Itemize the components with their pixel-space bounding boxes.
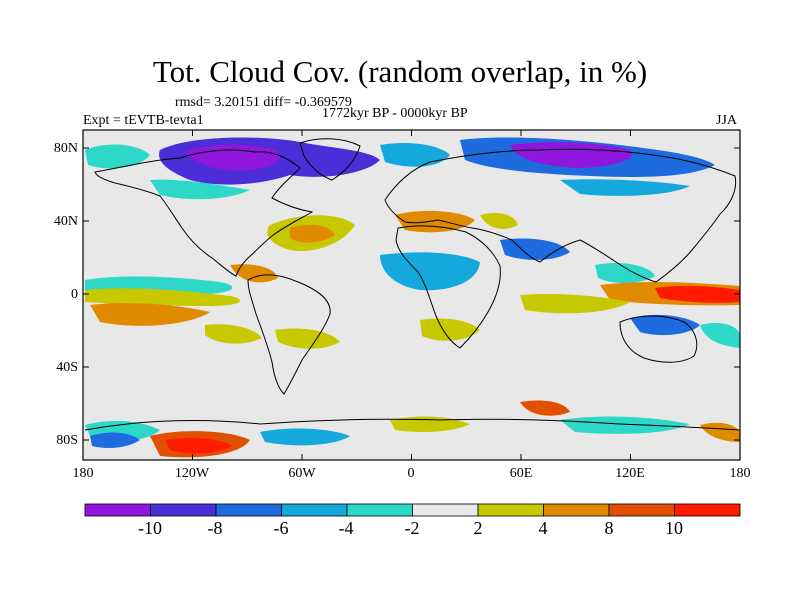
lat-label-0: 0 bbox=[71, 287, 78, 302]
colorbar-swatch bbox=[281, 503, 348, 517]
colorbar-swatch bbox=[477, 503, 544, 517]
colorbar-label: 10 bbox=[665, 518, 683, 538]
anomaly-region bbox=[480, 213, 518, 229]
colorbar bbox=[84, 503, 741, 517]
lon-label-60w: 60W bbox=[288, 466, 316, 481]
colorbar-swatch bbox=[150, 503, 217, 517]
anomaly-region bbox=[390, 416, 470, 432]
anomaly-region bbox=[230, 264, 278, 283]
lon-label-60e: 60E bbox=[509, 466, 533, 481]
anomaly-region bbox=[260, 428, 350, 446]
colorbar-swatch bbox=[674, 503, 741, 517]
anomaly-region bbox=[85, 288, 241, 306]
coastline-greenland bbox=[299, 138, 361, 181]
lat-label-80n: 80N bbox=[53, 141, 78, 156]
anomaly-region bbox=[90, 432, 140, 448]
lat-label-40s: 40S bbox=[56, 360, 78, 375]
coastline-eurasia bbox=[384, 148, 737, 283]
anomaly-region bbox=[500, 238, 570, 260]
anomaly-region bbox=[85, 144, 150, 169]
colorbar-label: -10 bbox=[138, 518, 162, 538]
coastline-north-america bbox=[94, 149, 314, 277]
anomaly-region bbox=[90, 302, 210, 326]
colorbar-swatch bbox=[84, 503, 151, 517]
colorbar-label: -6 bbox=[273, 518, 289, 538]
lon-label-180e: 180 bbox=[729, 466, 751, 481]
season-label: JJA bbox=[716, 113, 738, 128]
anomaly-region bbox=[520, 400, 570, 416]
anomaly-region bbox=[150, 179, 250, 200]
map-title: Tot. Cloud Cov. (random overlap, in %) bbox=[152, 54, 648, 89]
anomaly-region bbox=[630, 314, 700, 336]
coastline-australia bbox=[619, 315, 698, 363]
anomaly-region bbox=[560, 416, 690, 434]
colorbar-swatch bbox=[608, 503, 675, 517]
anomaly-region bbox=[655, 285, 740, 303]
colorbar-swatch bbox=[543, 503, 610, 517]
lon-label-120w: 120W bbox=[174, 466, 210, 481]
anomaly-region bbox=[420, 318, 480, 341]
anomaly-region bbox=[205, 324, 262, 344]
anomaly-region bbox=[380, 252, 480, 291]
coastline-antarctica bbox=[84, 418, 740, 431]
colorbar-label: -2 bbox=[404, 518, 420, 538]
lat-label-40n: 40N bbox=[53, 214, 78, 229]
colorbar-label: 2 bbox=[473, 518, 483, 538]
colorbar-label: 8 bbox=[604, 518, 614, 538]
colorbar-swatch bbox=[412, 503, 479, 517]
anomaly-region bbox=[290, 224, 335, 243]
period-label: 1772kyr BP - 0000kyr BP bbox=[322, 106, 468, 121]
anomaly-region bbox=[560, 179, 690, 196]
colorbar-label: -4 bbox=[338, 518, 354, 538]
coastline-south-america bbox=[247, 274, 331, 395]
experiment-label: Expt = tEVTB-tevta1 bbox=[83, 113, 204, 128]
coastlines bbox=[84, 138, 740, 431]
anomaly-region bbox=[380, 143, 450, 167]
anomaly-region bbox=[165, 438, 232, 454]
stats-readout: rmsd= 3.20151 diff= -0.369579 bbox=[175, 95, 352, 110]
anomaly-region bbox=[700, 422, 740, 442]
colorbar-swatch bbox=[215, 503, 282, 517]
anomaly-region bbox=[520, 293, 630, 314]
colorbar-swatch bbox=[346, 503, 413, 517]
anomaly-region bbox=[700, 323, 740, 348]
coastline-africa bbox=[395, 225, 501, 349]
axis-ticks bbox=[82, 130, 741, 460]
anomaly-region bbox=[275, 328, 340, 349]
colorbar-label: 4 bbox=[538, 518, 548, 538]
lon-label-0: 0 bbox=[407, 466, 415, 481]
colorbar-label: -8 bbox=[207, 518, 223, 538]
lon-label-180w: 180 bbox=[72, 466, 94, 481]
anomaly-field bbox=[85, 137, 740, 458]
anomaly-region bbox=[595, 263, 655, 284]
lon-label-120e: 120E bbox=[615, 466, 645, 481]
lat-label-80s: 80S bbox=[56, 433, 78, 448]
anomaly-region bbox=[395, 210, 475, 233]
anomaly-region bbox=[510, 142, 632, 168]
